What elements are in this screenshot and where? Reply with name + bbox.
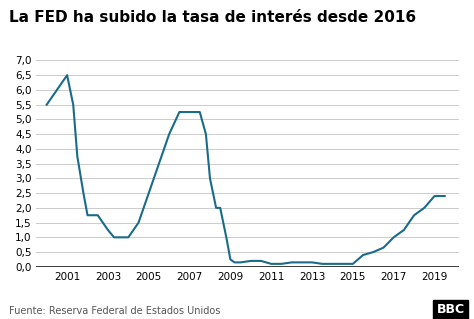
Text: Fuente: Reserva Federal de Estados Unidos: Fuente: Reserva Federal de Estados Unido… [9,306,221,316]
Text: La FED ha subido la tasa de interés desde 2016: La FED ha subido la tasa de interés desd… [9,10,417,25]
Text: BBC: BBC [437,303,465,316]
